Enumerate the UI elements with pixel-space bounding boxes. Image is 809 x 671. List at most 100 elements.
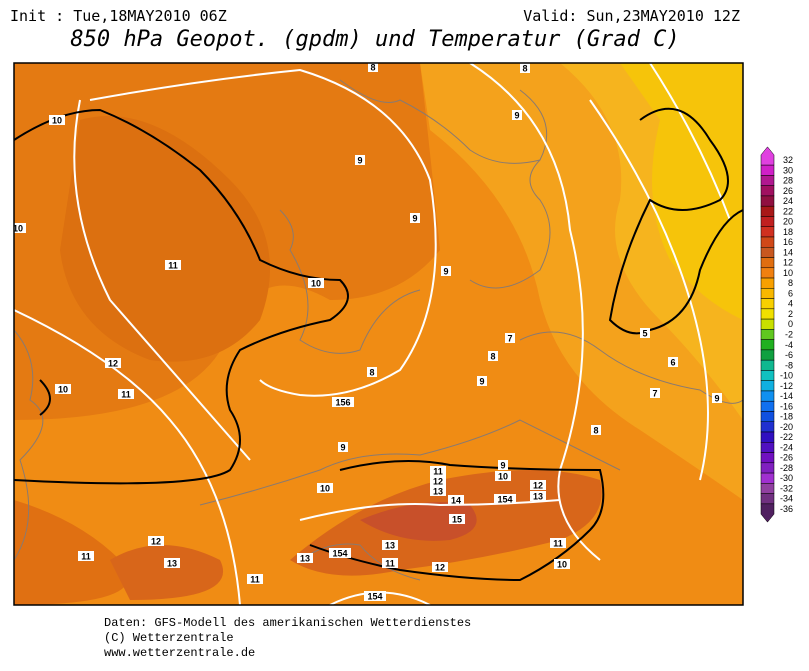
colorbar-cell xyxy=(760,452,775,464)
colorbar-cell xyxy=(760,318,775,330)
contour-label: 11 xyxy=(168,261,178,271)
contour-label-box xyxy=(317,483,333,493)
colorbar-label: 28 xyxy=(783,176,793,186)
contour-label-box xyxy=(368,63,378,72)
contour-label: 11 xyxy=(433,467,443,477)
colorbar-cell xyxy=(760,442,775,453)
colorbar-cell xyxy=(760,421,775,433)
contour-label: 8 xyxy=(490,352,495,362)
contour-label-box xyxy=(494,494,516,504)
contour-label: 11 xyxy=(385,559,395,569)
contour-label-box xyxy=(448,495,464,505)
contour-label-box xyxy=(554,559,570,569)
colorbar-cell xyxy=(760,216,775,227)
colorbar-cell xyxy=(760,431,775,443)
valid-time: Valid: Sun,23MAY2010 12Z xyxy=(523,7,740,25)
contour-label-box xyxy=(49,115,65,125)
contour-label-box xyxy=(530,480,546,490)
contour-label: 11 xyxy=(250,575,260,585)
contour-label: 8 xyxy=(369,368,374,378)
contour-label: 9 xyxy=(357,156,362,166)
contour-label-box xyxy=(441,266,451,276)
colorbar-label: -32 xyxy=(780,483,793,493)
footer-line: (C) Wetterzentrale xyxy=(104,631,234,645)
colorbar-cell xyxy=(760,380,775,392)
colorbar-cell xyxy=(760,298,775,310)
contour-label: 13 xyxy=(433,487,443,497)
colorbar-label: -34 xyxy=(780,494,793,504)
colorbar-cell xyxy=(760,411,775,422)
contour-label: 11 xyxy=(121,390,131,400)
contour-label-box xyxy=(668,357,678,367)
colorbar-label: 30 xyxy=(783,165,793,175)
contour-label: 9 xyxy=(412,214,417,224)
contour-label: 12 xyxy=(151,537,161,547)
colorbar-cell xyxy=(760,359,775,371)
contour-label: 9 xyxy=(714,394,719,404)
contour-label-box xyxy=(712,393,722,403)
colorbar: 32302826242220181614121086420-2-4-6-8-10… xyxy=(760,146,793,523)
colorbar-label: -6 xyxy=(785,350,793,360)
colorbar-cell xyxy=(760,236,775,248)
contour-label: 8 xyxy=(370,63,375,73)
map-frame xyxy=(13,62,744,606)
colorbar-label: 26 xyxy=(783,186,793,196)
contour-label-box xyxy=(355,155,365,165)
contour-label-box xyxy=(495,471,511,481)
colorbar-cell xyxy=(760,329,775,340)
colorbar-label: -18 xyxy=(780,412,793,422)
contour-label-box xyxy=(14,223,26,233)
colorbar-label: -20 xyxy=(780,422,793,432)
contour-label-box xyxy=(520,63,530,73)
colorbar-cell xyxy=(760,164,775,176)
colorbar-label: -24 xyxy=(780,442,793,452)
colorbar-cell xyxy=(760,370,775,381)
contour-label: 13 xyxy=(533,492,543,502)
contour-label: 13 xyxy=(300,554,310,564)
footer: Daten: GFS-Modell des amerikanischen Wet… xyxy=(104,616,471,660)
contour-label: 154 xyxy=(367,592,382,602)
colorbar-cell xyxy=(760,185,775,197)
contour-label: 11 xyxy=(81,552,91,562)
colorbar-label: 0 xyxy=(788,319,793,329)
contour-label: 13 xyxy=(385,541,395,551)
contour-label-box xyxy=(550,538,566,548)
contour-label: 154 xyxy=(497,495,512,505)
contour-label: 10 xyxy=(311,279,321,289)
contour-label-box xyxy=(498,460,508,470)
colorbar-label: -2 xyxy=(785,330,793,340)
contour-label: 9 xyxy=(340,443,345,453)
contour-label-box xyxy=(165,260,181,270)
colorbar-label: -8 xyxy=(785,360,793,370)
contour-label: 13 xyxy=(167,559,177,569)
colorbar-label: 14 xyxy=(783,247,793,257)
colorbar-cell xyxy=(760,288,775,299)
init-time: Init : Tue,18MAY2010 06Z xyxy=(10,7,227,25)
contour-label: 8 xyxy=(522,64,527,74)
colorbar-cell xyxy=(760,503,775,523)
contour-label: 10 xyxy=(13,224,23,234)
contour-label: 12 xyxy=(433,477,443,487)
contour-label-box xyxy=(432,562,448,572)
contour-label-box xyxy=(449,514,465,524)
colorbar-cell xyxy=(760,205,775,217)
contour-label: 7 xyxy=(652,389,657,399)
contour-label: 10 xyxy=(52,116,62,126)
contour-label-box xyxy=(364,591,386,601)
colorbar-label: 20 xyxy=(783,217,793,227)
contour-label-box xyxy=(488,351,498,361)
colorbar-label: -12 xyxy=(780,381,793,391)
colorbar-cell xyxy=(760,247,775,258)
colorbar-cell xyxy=(760,146,775,166)
contour-label-box xyxy=(430,486,446,496)
contour-label-box xyxy=(650,388,660,398)
colorbar-label: 8 xyxy=(788,278,793,288)
contour-label: 10 xyxy=(498,472,508,482)
colorbar-cell xyxy=(760,257,775,269)
contour-label-box xyxy=(148,536,164,546)
colorbar-label: 10 xyxy=(783,268,793,278)
contour-label-box xyxy=(164,558,180,568)
contour-label: 5 xyxy=(642,329,647,339)
contour-label: 14 xyxy=(451,496,461,506)
colorbar-label: -36 xyxy=(780,504,793,514)
